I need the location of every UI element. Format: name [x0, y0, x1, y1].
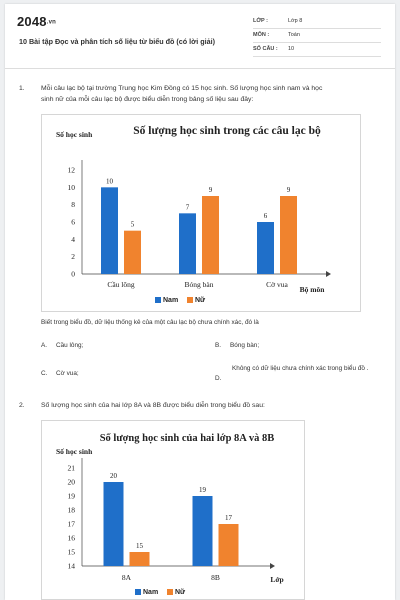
chart0-bar-nam	[179, 213, 196, 274]
chart0-data-label: 6	[264, 212, 268, 220]
chart1-bar-nữ	[218, 524, 239, 566]
chart0-legend-label-1: Nữ	[195, 297, 206, 304]
chart1-legend-swatch-0	[135, 589, 141, 595]
chart1-y-tick-label: 21	[68, 464, 76, 473]
chart0-data-label: 9	[287, 186, 291, 194]
chart0-category-label: Cầu lông	[107, 280, 135, 289]
question-1-number: 1.	[19, 85, 25, 92]
question-2-text: Số lượng học sinh của hai lớp 8A và 8B đ…	[41, 402, 265, 409]
chart-clubs-svg: Số lượng học sinh trong các câu lạc bộ Số…	[56, 124, 331, 304]
option-a-label: A.	[41, 342, 48, 349]
chart0-category-label: Bóng bàn	[185, 280, 214, 289]
chart1-y-tick-label: 19	[68, 492, 76, 501]
chart1-y-tick-label: 18	[68, 506, 76, 515]
chart0-data-label: 7	[186, 203, 190, 211]
chart1-title: Số lượng học sinh của hai lớp 8A và 8B	[100, 433, 275, 444]
chart1-data-label: 19	[199, 486, 207, 494]
chart0-y-tick-label: 4	[71, 235, 75, 244]
worksheet-page: 2048.vn 10 Bài tập Đọc và phân tích số l…	[5, 4, 395, 600]
chart0-bar-nữ	[280, 196, 297, 274]
chart0-legend-label-0: Nam	[163, 297, 178, 304]
chart1-y-tick-label: 20	[68, 478, 76, 487]
option-d-text: Không có dữ liệu chưa chính xác trong bi…	[232, 365, 369, 372]
meta-subject: MÔN : Toán	[253, 28, 381, 43]
meta-class: LỚP : Lớp 8	[253, 14, 381, 29]
chart1-y-tick-label: 14	[68, 562, 76, 571]
chart1-x-axis-label: Lớp	[270, 575, 283, 584]
chart0-data-label: 9	[209, 186, 213, 194]
chart0-category-label: Cờ vua	[266, 280, 288, 289]
chart0-y-tick-label: 8	[71, 200, 75, 209]
chart0-y-tick-label: 10	[68, 183, 76, 192]
chart0-y-tick-label: 2	[71, 252, 75, 261]
option-c-label: C.	[41, 370, 48, 377]
chart0-y-tick-label: 0	[71, 270, 75, 279]
option-b-label: B.	[215, 342, 222, 349]
chart0-legend-swatch-0	[155, 297, 161, 303]
chart1-data-label: 20	[110, 472, 118, 480]
chart0-data-label: 10	[106, 177, 114, 185]
chart1-y-tick-label: 17	[68, 520, 76, 529]
chart0-data-label: 5	[131, 221, 135, 229]
page-title: 10 Bài tập Đọc và phân tích số liệu từ b…	[19, 37, 216, 46]
chart1-bar-nữ	[129, 552, 150, 566]
site-logo[interactable]: 2048.vn	[17, 14, 57, 29]
chart0-legend-swatch-1	[187, 297, 193, 303]
chart0-title: Số lượng học sinh trong các câu lạc bộ	[133, 124, 321, 137]
chart1-bar-nam	[192, 496, 213, 566]
chart1-bar-nam	[103, 482, 124, 566]
option-d-label: D.	[215, 375, 222, 382]
option-c-text: Cờ vua;	[56, 370, 79, 377]
chart0-x-axis-arrow	[326, 271, 331, 277]
question-1-text: Mỗi câu lạc bộ tại trường Trung học Kim …	[41, 83, 386, 105]
header-divider	[5, 68, 395, 69]
chart1-y-axis-label: Số học sinh	[56, 447, 93, 456]
question-1-prompt: Biết trong biểu đồ, dữ liệu thống kê của…	[41, 319, 259, 326]
chart0-bar-nữ	[202, 196, 219, 274]
chart-clubs: Số lượng học sinh trong các câu lạc bộ Số…	[41, 114, 361, 312]
chart0-bar-nam	[257, 222, 274, 274]
option-b-text: Bóng bàn;	[230, 342, 260, 349]
chart1-y-tick-label: 15	[68, 548, 76, 557]
chart1-y-tick-label: 16	[68, 534, 76, 543]
chart1-category-label: 8A	[122, 573, 132, 582]
chart1-legend-swatch-1	[167, 589, 173, 595]
question-1-line-1: Mỗi câu lạc bộ tại trường Trung học Kim …	[41, 85, 323, 92]
question-1-line-2: sinh nữ của mỗi câu lạc bộ được biểu diễ…	[41, 96, 254, 103]
chart0-y-axis-label: Số học sinh	[56, 130, 93, 139]
option-a-text: Cầu lông;	[56, 342, 84, 349]
chart1-x-axis-arrow	[270, 563, 275, 569]
chart0-y-tick-label: 6	[71, 218, 75, 227]
chart0-bar-nữ	[124, 230, 141, 274]
question-2-number: 2.	[19, 402, 25, 409]
chart1-data-label: 15	[136, 542, 144, 550]
chart1-category-label: 8B	[211, 573, 220, 582]
chart0-x-axis-label: Bộ môn	[300, 285, 326, 294]
meta-count-value: 10	[288, 46, 295, 52]
chart1-data-label: 17	[225, 514, 233, 522]
chart-classes-svg: Số lượng học sinh của hai lớp 8A và 8B Số…	[56, 433, 284, 596]
meta-subject-label: MÔN :	[253, 32, 270, 38]
meta-subject-value: Toán	[288, 32, 300, 38]
chart0-y-tick-label: 12	[68, 166, 76, 175]
chart1-legend-label-1: Nữ	[175, 589, 186, 596]
chart-classes: Số lượng học sinh của hai lớp 8A và 8B Số…	[41, 420, 305, 600]
meta-count-label: SỐ CÂU :	[253, 46, 278, 52]
meta-class-label: LỚP :	[253, 18, 268, 24]
chart1-legend-label-0: Nam	[143, 589, 158, 596]
chart0-bar-nam	[101, 187, 118, 274]
meta-count: SỐ CÂU : 10	[253, 42, 381, 57]
meta-class-value: Lớp 8	[288, 18, 303, 24]
option-d[interactable]: D. Không có dữ liệu chưa chính xác trong…	[215, 365, 375, 389]
